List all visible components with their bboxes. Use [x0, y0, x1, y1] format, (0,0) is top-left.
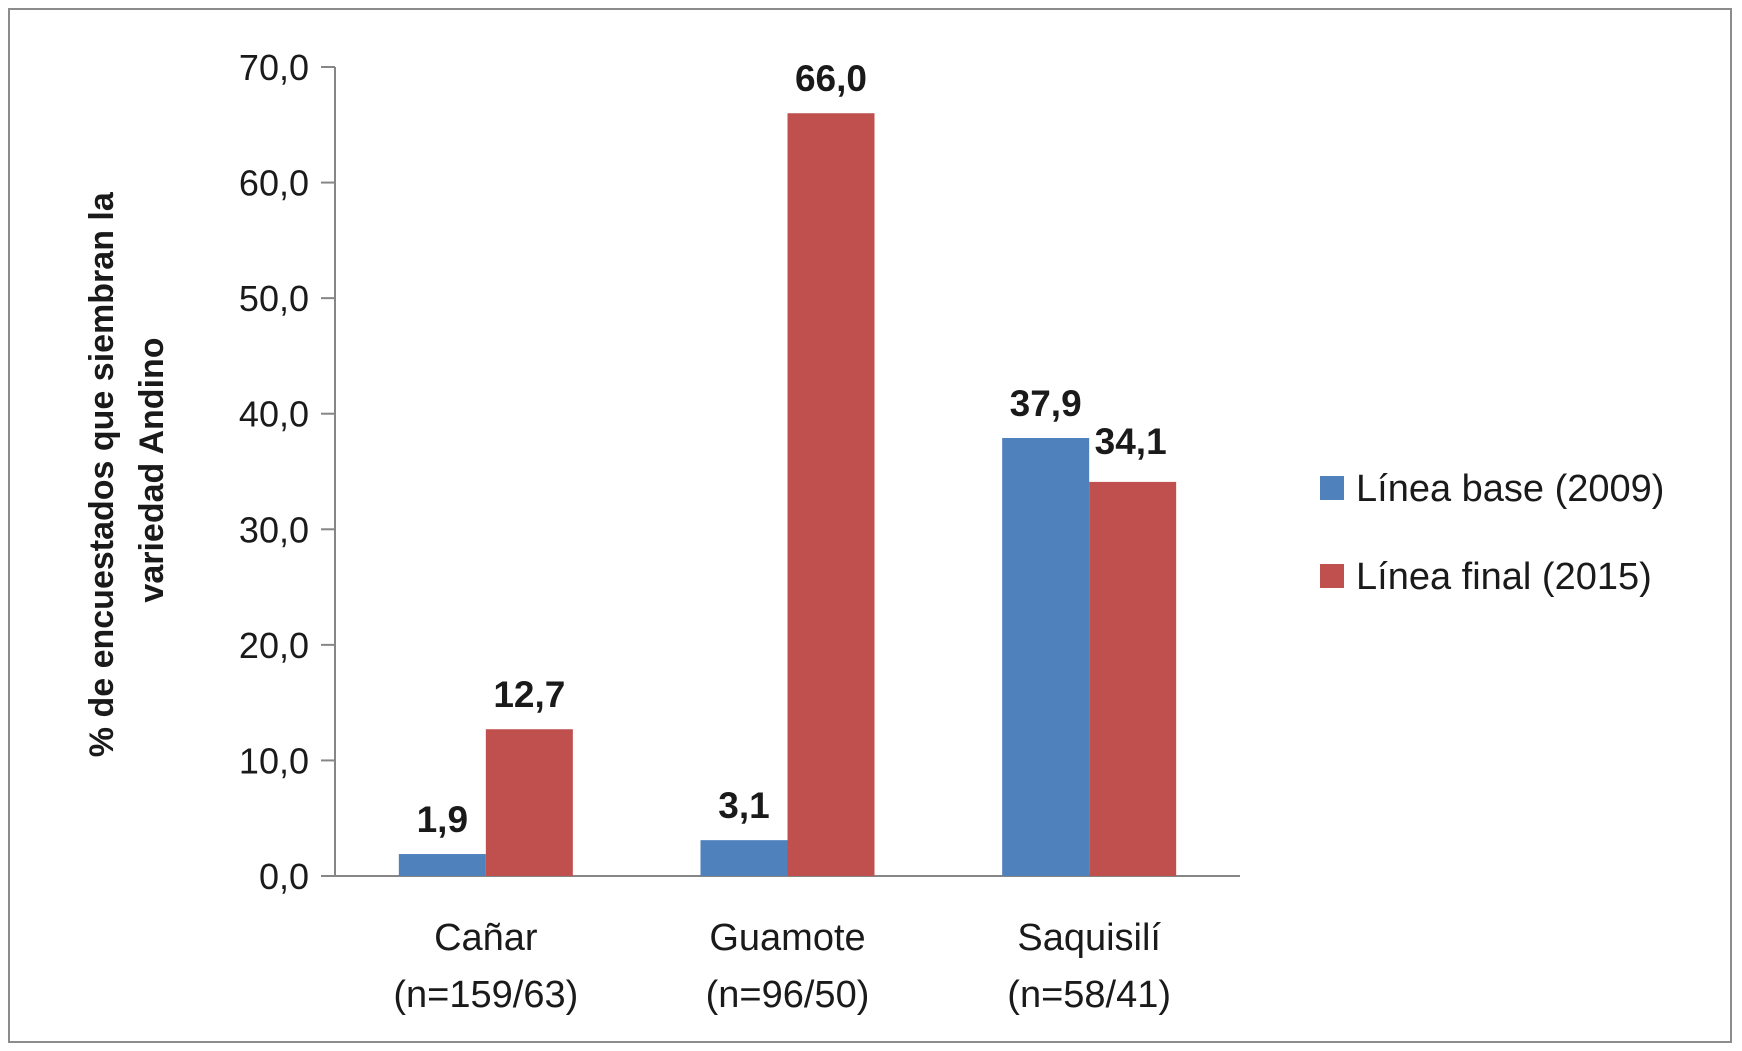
x-tick-label-subtitle: (n=159/63)	[393, 974, 578, 1016]
data-label: 1,9	[417, 799, 468, 840]
legend-swatch	[1320, 564, 1344, 588]
legend-label: Línea final (2015)	[1356, 556, 1652, 598]
legend: Línea base (2009) Línea final (2015)	[1320, 468, 1664, 598]
bar	[398, 854, 486, 876]
bar	[1002, 437, 1090, 876]
legend-label: Línea base (2009)	[1356, 468, 1664, 510]
y-tick-label: 10,0	[239, 740, 309, 781]
y-axis-label-line-1: % de encuestados que siembran la	[83, 191, 121, 757]
y-axis-label-line-2: variedad Andino	[133, 337, 171, 602]
bar	[787, 113, 875, 876]
x-tick-label-subtitle: (n=96/50)	[706, 974, 870, 1016]
y-tick-label: 70,0	[239, 47, 309, 88]
data-label: 3,1	[718, 785, 769, 826]
bar	[485, 729, 573, 876]
x-tick-label-subtitle: (n=58/41)	[1007, 974, 1171, 1016]
x-tick-label: Guamote	[709, 917, 865, 959]
legend-swatch	[1320, 476, 1344, 500]
y-tick-label: 0,0	[259, 856, 309, 897]
y-tick-label: 40,0	[239, 394, 309, 435]
data-label: 34,1	[1095, 421, 1167, 462]
y-tick-label: 30,0	[239, 509, 309, 550]
data-label: 37,9	[1010, 383, 1082, 424]
y-tick-label: 50,0	[239, 278, 309, 319]
y-axis-label: % de encuestados que siembran la varieda…	[83, 183, 171, 757]
x-tick-label: Saquisilí	[1017, 917, 1161, 959]
x-tick-label: Cañar	[434, 917, 538, 959]
bar	[700, 840, 788, 876]
bar	[1089, 481, 1177, 876]
y-tick-label: 20,0	[239, 625, 309, 666]
data-label: 66,0	[795, 58, 867, 99]
y-tick-label: 60,0	[239, 163, 309, 204]
plot-area: 0,0 10,0 20,0 30,0 40,0 50,0 60,0 70,0 1,9 12,7 Ca…	[239, 47, 1240, 1016]
data-label: 12,7	[493, 674, 565, 715]
